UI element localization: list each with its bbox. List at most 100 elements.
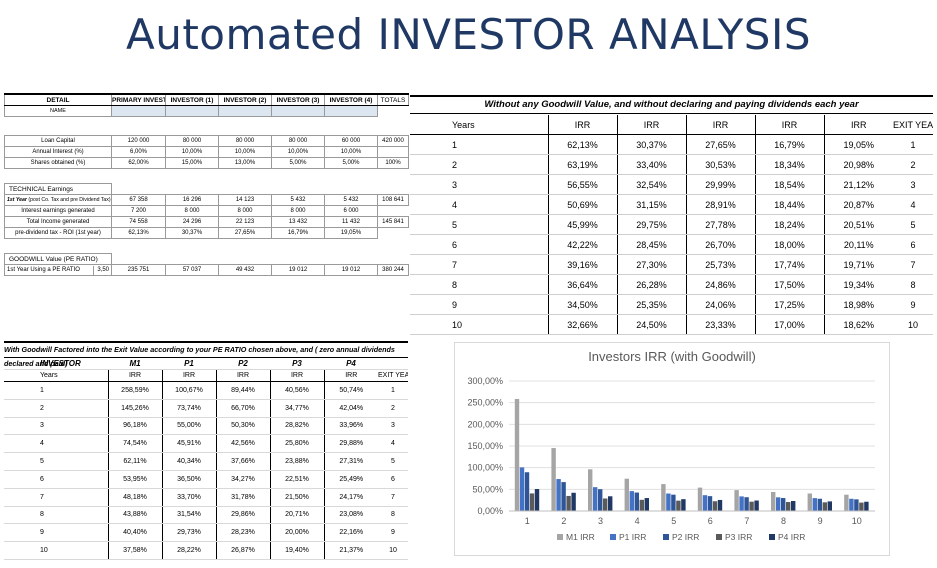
bar-p1-irr xyxy=(739,496,744,511)
with-goodwill-investor-code: P2 xyxy=(216,358,270,370)
no-goodwill-irr-cell: 16,79% xyxy=(754,134,824,155)
annual-interest-value[interactable]: 10,00% xyxy=(165,146,219,158)
no-goodwill-irr-cell: 24,86% xyxy=(685,274,755,295)
bar-p1-irr xyxy=(593,487,598,511)
no-goodwill-irr-cell: 32,66% xyxy=(547,314,617,335)
with-goodwill-irr-cell: 20,00% xyxy=(269,523,324,543)
detail-header: DETAIL xyxy=(4,93,112,106)
first-year-value: 67 358 xyxy=(111,194,166,206)
with-goodwill-irr-cell: 29,88% xyxy=(323,434,378,454)
x-tick-label: 9 xyxy=(818,516,823,526)
x-tick-label: 1 xyxy=(525,516,530,526)
bar-p2-irr xyxy=(671,494,676,511)
bar-p4-irr xyxy=(644,498,649,511)
with-goodwill-exit-year-cell: 9 xyxy=(378,523,408,543)
x-tick-label: 8 xyxy=(781,516,786,526)
bar-p2-irr xyxy=(598,489,603,511)
loan-capital-value[interactable]: 60 000 xyxy=(324,135,378,147)
chart-canvas: 0,00% 50,00% 100,00% 150,00% 200,00% 250,00% 3… xyxy=(467,376,875,542)
with-goodwill-irr-cell: 33,96% xyxy=(323,417,378,436)
no-goodwill-irr-cell: 31,15% xyxy=(616,194,686,215)
with-goodwill-irr-cell: 28,23% xyxy=(215,523,270,543)
no-goodwill-year-cell: 3 xyxy=(410,174,548,195)
empty-cell xyxy=(112,254,409,265)
pe-value: 49 432 xyxy=(218,264,272,276)
name-input-investor-4[interactable] xyxy=(324,105,378,117)
with-goodwill-irr-cell: 145,26% xyxy=(107,399,162,418)
with-goodwill-irr-header: IRR xyxy=(215,369,270,382)
shares-value[interactable]: 15,00% xyxy=(165,157,219,169)
with-goodwill-irr-cell: 40,56% xyxy=(269,381,324,400)
pe-value: 19 012 xyxy=(271,264,325,276)
with-goodwill-row: 5 62,11% 40,34% 37,66% 23,88% 27,31% 5 xyxy=(4,452,408,471)
annual-interest-value[interactable]: 10,00% xyxy=(271,146,325,158)
bar-p4-irr xyxy=(681,499,686,511)
shares-value[interactable]: 5,00% xyxy=(324,157,378,169)
name-input-investor-1[interactable] xyxy=(165,105,219,117)
with-goodwill-irr-header: IRR xyxy=(323,369,378,382)
name-input-primary[interactable] xyxy=(111,105,166,117)
with-goodwill-year-cell: 2 xyxy=(4,399,108,418)
bar-p4-irr xyxy=(534,489,540,511)
no-goodwill-irr-cell: 18,24% xyxy=(754,214,824,235)
no-goodwill-exit-year-cell: 7 xyxy=(893,254,933,275)
no-goodwill-irr-cell: 27,65% xyxy=(685,134,755,155)
total-income-value: 13 432 xyxy=(271,216,325,228)
y-tick-label: 150,00% xyxy=(467,441,503,451)
first-year-value: 5 432 xyxy=(324,194,378,206)
with-goodwill-irr-cell: 34,27% xyxy=(215,470,270,489)
no-goodwill-irr-cell: 32,54% xyxy=(616,174,686,195)
with-goodwill-investor-code: P3 xyxy=(270,358,324,370)
no-goodwill-row: 7 39,16% 27,30% 25,73% 17,74% 19,71% 7 xyxy=(410,254,933,275)
annual-interest-value[interactable]: 6,00% xyxy=(111,146,166,158)
bar-p1-irr xyxy=(812,498,817,511)
bar-p3-irr xyxy=(786,502,791,511)
loan-capital-value[interactable]: 120 000 xyxy=(111,135,166,147)
no-goodwill-exit-year-cell: 9 xyxy=(893,294,933,315)
with-goodwill-irr-cell: 37,58% xyxy=(107,541,162,560)
name-input-investor-3[interactable] xyxy=(271,105,325,117)
bar-p1-irr xyxy=(849,498,854,511)
no-goodwill-irr-header: IRR xyxy=(685,115,755,135)
first-year-total: 108 641 xyxy=(377,194,409,206)
with-goodwill-year-cell: 6 xyxy=(4,470,108,489)
no-goodwill-irr-cell: 28,45% xyxy=(616,234,686,255)
no-goodwill-irr-cell: 19,34% xyxy=(823,274,893,295)
no-goodwill-irr-cell: 20,11% xyxy=(823,234,893,255)
annual-interest-value[interactable]: 10,00% xyxy=(218,146,272,158)
pe-ratio-label: 1st Year Using a PE RATIO 3,50 xyxy=(4,264,112,276)
loan-capital-value[interactable]: 80 000 xyxy=(271,135,325,147)
with-goodwill-irr-cell: 100,67% xyxy=(161,381,216,400)
with-goodwill-irr-cell: 66,70% xyxy=(215,399,270,418)
loan-capital-value[interactable]: 80 000 xyxy=(218,135,272,147)
with-goodwill-irr-cell: 29,86% xyxy=(215,506,270,525)
x-tick-label: 7 xyxy=(744,516,749,526)
shares-value[interactable]: 62,00% xyxy=(111,157,166,169)
no-goodwill-irr-header: IRR xyxy=(823,115,893,135)
no-goodwill-irr-cell: 19,71% xyxy=(823,254,893,275)
annual-interest-value[interactable]: 10,00% xyxy=(324,146,378,158)
bar-p3-irr xyxy=(676,500,681,511)
no-goodwill-irr-cell: 18,00% xyxy=(754,234,824,255)
with-goodwill-irr-cell: 22,51% xyxy=(269,470,324,489)
y-tick-label: 250,00% xyxy=(467,398,503,408)
totals-header: TOTALS xyxy=(377,93,409,106)
no-goodwill-irr-cell: 18,44% xyxy=(754,194,824,215)
bar-p4-irr xyxy=(571,492,576,511)
legend-label: P3 IRR xyxy=(725,532,752,542)
with-goodwill-row: 9 40,40% 29,73% 28,23% 20,00% 22,16% 9 xyxy=(4,523,408,543)
empty-cell xyxy=(378,106,409,117)
with-goodwill-irr-cell: 37,66% xyxy=(215,452,270,471)
irr-chart[interactable]: Investors IRR (with Goodwill) 0,00% 50,00… xyxy=(454,342,890,556)
name-input-investor-2[interactable] xyxy=(218,105,272,117)
loan-capital-value[interactable]: 80 000 xyxy=(165,135,219,147)
no-goodwill-irr-cell: 19,05% xyxy=(823,134,893,155)
shares-value[interactable]: 5,00% xyxy=(271,157,325,169)
shares-value[interactable]: 13,00% xyxy=(218,157,272,169)
pe-ratio-input[interactable]: 3,50 xyxy=(93,265,110,275)
interest-generated-value: 7 200 xyxy=(111,205,166,217)
x-tick-label: 3 xyxy=(598,516,603,526)
with-goodwill-investor-code: M1 xyxy=(108,358,162,370)
bar-p3-irr xyxy=(639,499,644,511)
